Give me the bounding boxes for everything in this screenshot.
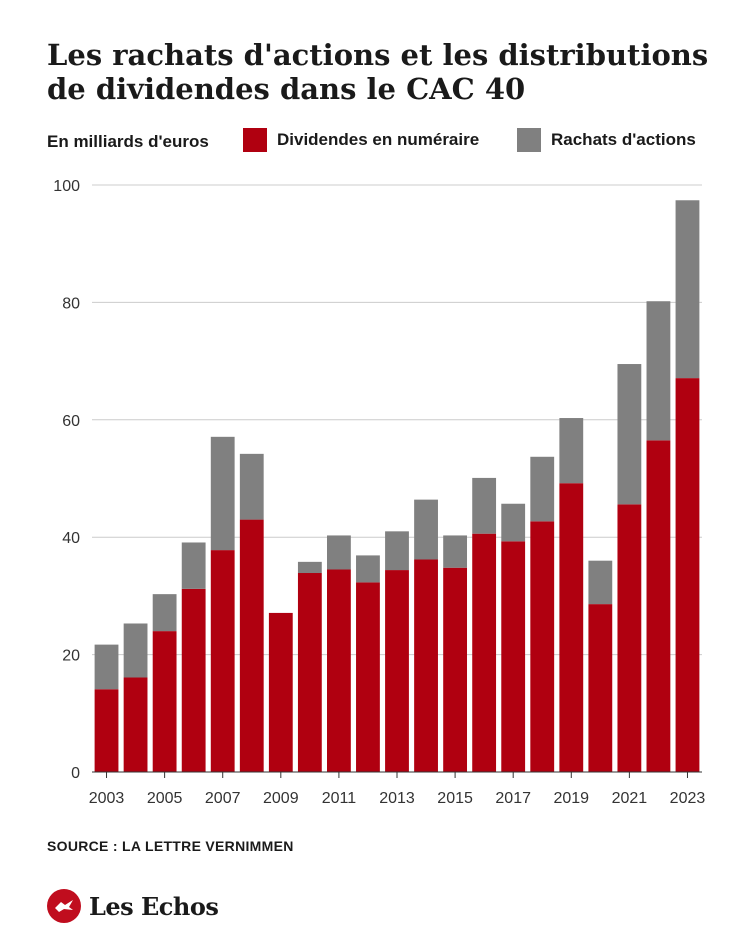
bar-rachats: [559, 418, 584, 484]
legend-label-dividendes: Dividendes en numéraire: [277, 130, 480, 149]
y-tick-label: 40: [62, 530, 80, 547]
x-tick-label: 2019: [553, 790, 589, 807]
bar-dividendes: [646, 440, 671, 772]
bar-rachats: [94, 644, 119, 690]
x-tick-label: 2013: [379, 790, 415, 807]
x-tick-label: 2003: [89, 790, 125, 807]
x-tick-label: 2007: [205, 790, 241, 807]
legend-label-rachats: Rachats d'actions: [551, 130, 696, 149]
bar-dividendes: [152, 631, 177, 772]
bar-dividendes: [297, 573, 322, 772]
bar-chart: 0 20 40 60 80 100 2003 2005 2007 2009 2011 2013 2015…: [53, 178, 706, 807]
brand-name: Les Echos: [89, 891, 219, 921]
bar-dividendes: [617, 504, 642, 772]
bar-rachats: [501, 503, 526, 542]
brand-logo: Les Echos: [47, 888, 219, 924]
bar-dividendes: [472, 533, 497, 772]
brand-emblem-icon: [47, 889, 81, 923]
bar-dividendes: [559, 483, 584, 772]
bar-rachats: [239, 453, 264, 520]
bar-rachats: [646, 301, 671, 441]
y-tick-label: 100: [53, 178, 80, 195]
bar-dividendes: [239, 519, 264, 772]
bar-dividendes: [530, 521, 555, 772]
bar-rachats: [414, 499, 438, 560]
x-tick-label: 2017: [495, 790, 531, 807]
y-tick-label: 80: [62, 295, 80, 312]
bar-rachats: [675, 200, 700, 379]
x-tick-label: 2009: [263, 790, 299, 807]
bar-dividendes: [268, 612, 293, 772]
chart-title: Les rachats d'actions et les distributio…: [47, 38, 709, 106]
legend-swatch-rachats: [517, 128, 541, 152]
bar-dividendes: [414, 559, 438, 772]
y-tick-label: 20: [62, 648, 80, 665]
bar-dividendes: [123, 677, 148, 772]
x-tick-label: 2005: [147, 790, 183, 807]
bar-rachats: [210, 436, 235, 551]
y-tick-label: 60: [62, 413, 80, 430]
bar-dividendes: [675, 378, 700, 772]
bar-dividendes: [210, 550, 235, 772]
bar-rachats: [297, 561, 322, 573]
unit-label: En milliards d'euros: [47, 132, 209, 151]
x-tick-label: 2015: [437, 790, 473, 807]
bar-rachats: [356, 555, 380, 583]
bar-rachats: [181, 542, 206, 589]
legend-item-dividendes: Dividendes en numéraire: [243, 128, 479, 152]
bar-dividendes: [588, 604, 613, 772]
bar-dividendes: [443, 567, 468, 772]
bar-dividendes: [385, 570, 409, 772]
bar-dividendes: [181, 588, 206, 772]
bar-rachats: [123, 623, 148, 678]
legend-swatch-dividendes: [243, 128, 267, 152]
bar-rachats: [443, 535, 468, 568]
x-tick-label: 2011: [322, 790, 357, 807]
bar-dividendes: [356, 582, 380, 772]
bar-dividendes: [94, 689, 119, 772]
bar-rachats: [152, 594, 177, 632]
chart-legend: En milliards d'euros Dividendes en numér…: [47, 128, 727, 156]
legend-item-rachats: Rachats d'actions: [517, 128, 696, 152]
bar-dividendes: [501, 541, 526, 772]
bar-rachats: [385, 531, 409, 571]
source-note: SOURCE : LA LETTRE VERNIMMEN: [47, 838, 294, 854]
bar-rachats: [617, 364, 642, 505]
x-tick-label: 2023: [670, 790, 706, 807]
bar-rachats: [327, 535, 351, 570]
bar-rachats: [530, 456, 555, 522]
y-tick-label: 0: [71, 765, 80, 782]
bar-rachats: [588, 560, 613, 605]
bar-rachats: [472, 477, 497, 534]
bar-dividendes: [327, 569, 351, 772]
x-tick-label: 2021: [612, 790, 648, 807]
